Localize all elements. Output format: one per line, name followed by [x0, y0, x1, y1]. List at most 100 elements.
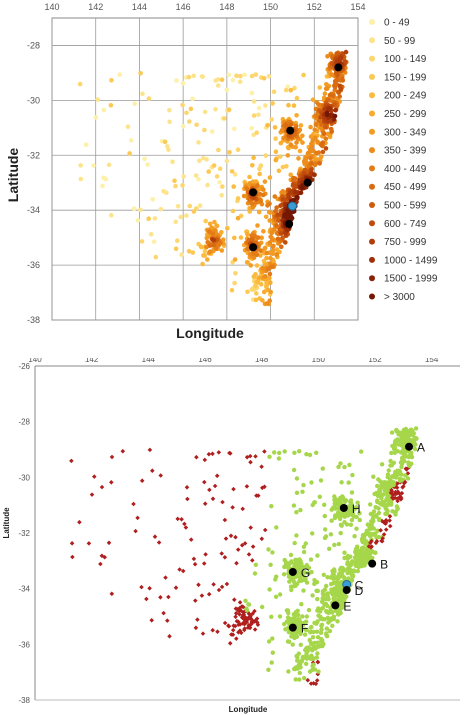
data-point — [312, 127, 318, 133]
data-point-inside — [318, 478, 324, 483]
data-point-inside — [335, 576, 340, 581]
legend-label: 300 - 349 — [384, 127, 427, 138]
data-point — [138, 207, 143, 213]
data-point-inside — [302, 632, 308, 637]
data-point — [326, 107, 332, 112]
data-point-inside — [314, 580, 320, 585]
data-point — [270, 248, 276, 253]
data-point — [325, 54, 330, 59]
data-point — [291, 103, 297, 108]
data-point — [173, 246, 179, 252]
data-point — [336, 90, 342, 95]
data-point-inside — [335, 619, 340, 624]
data-point-inside — [357, 552, 362, 557]
data-point-inside — [397, 478, 403, 483]
data-point-outside — [387, 514, 393, 519]
legend-swatch — [369, 110, 375, 117]
data-point-inside — [388, 498, 393, 503]
data-point-outside — [231, 486, 236, 492]
data-point — [180, 102, 185, 108]
x-tick-label: 144 — [132, 2, 147, 12]
site-marker — [339, 503, 348, 512]
data-point-inside — [338, 598, 343, 603]
data-point — [257, 166, 262, 172]
data-point — [190, 96, 195, 102]
data-point-inside — [357, 563, 362, 569]
data-point-outside — [395, 489, 401, 494]
data-point-inside — [380, 492, 385, 498]
data-point-inside — [291, 584, 296, 589]
data-point — [343, 49, 349, 55]
data-point-outside — [395, 496, 400, 501]
data-point — [238, 235, 244, 240]
data-point-inside — [335, 580, 340, 585]
data-point-inside — [376, 506, 381, 511]
data-point-inside — [290, 642, 295, 647]
data-point — [258, 248, 263, 253]
data-point-inside — [270, 650, 275, 655]
data-point — [253, 297, 259, 303]
data-point-inside — [341, 497, 347, 502]
data-point — [211, 163, 217, 168]
data-point — [318, 125, 324, 131]
data-point-inside — [332, 494, 337, 499]
data-point-inside — [412, 447, 418, 452]
data-point — [100, 183, 105, 189]
legend-swatch — [369, 238, 375, 245]
data-point-inside — [373, 531, 378, 536]
data-point-inside — [314, 621, 319, 626]
y-tick-label: -32 — [18, 529, 30, 538]
data-point — [194, 122, 199, 128]
data-point — [275, 212, 281, 218]
data-point-inside — [252, 571, 258, 576]
data-point-inside — [320, 596, 325, 601]
data-point-inside — [342, 599, 347, 604]
data-point-outside — [224, 581, 230, 587]
data-point-outside — [144, 596, 149, 602]
data-point-inside — [379, 462, 385, 467]
data-point-inside — [376, 517, 382, 523]
data-point-inside — [267, 587, 272, 592]
data-point — [217, 166, 223, 171]
data-point-outside — [183, 525, 189, 530]
data-point — [202, 248, 208, 254]
data-point-inside — [340, 603, 346, 608]
site-marker — [288, 567, 297, 576]
data-point — [211, 242, 216, 248]
data-point-inside — [389, 502, 394, 507]
data-point-inside — [359, 449, 364, 454]
data-point — [271, 243, 276, 249]
data-point — [338, 86, 344, 92]
data-point-inside — [332, 515, 338, 521]
data-point — [232, 126, 237, 132]
data-point — [254, 130, 259, 135]
data-point-inside — [309, 641, 314, 647]
data-point — [205, 257, 210, 262]
data-point-inside — [322, 587, 328, 592]
data-point — [125, 124, 131, 129]
data-point-inside — [304, 651, 309, 656]
data-point-inside — [322, 513, 327, 519]
data-point-inside — [308, 630, 313, 635]
data-point-inside — [405, 476, 411, 481]
data-point-inside — [266, 639, 272, 644]
data-point — [238, 73, 243, 79]
data-point — [208, 243, 213, 248]
data-point — [231, 184, 236, 189]
data-point — [215, 83, 221, 88]
data-point — [219, 192, 224, 198]
data-point-inside — [339, 523, 344, 528]
data-point-inside — [332, 542, 337, 548]
data-point-inside — [326, 620, 331, 625]
data-point-inside — [289, 587, 294, 593]
data-point — [250, 205, 256, 210]
data-point-inside — [376, 534, 381, 540]
x-tick-label: 148 — [255, 358, 269, 364]
data-point-inside — [371, 474, 376, 479]
data-point — [260, 192, 266, 198]
data-point-inside — [347, 563, 353, 568]
data-point — [178, 214, 184, 220]
y-tick-label: -34 — [27, 205, 40, 215]
data-point-inside — [357, 517, 362, 523]
data-point — [77, 81, 83, 87]
